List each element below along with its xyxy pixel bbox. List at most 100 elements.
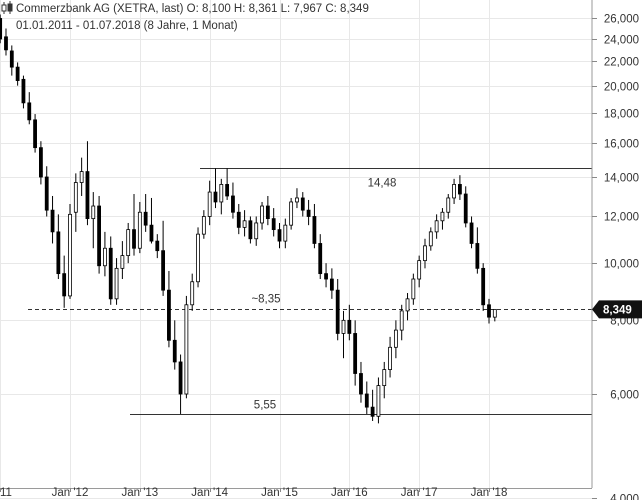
candle-body [487,304,491,318]
candle [469,216,474,249]
candle-body [254,222,259,240]
candle [85,141,90,226]
candle [254,216,259,246]
candle-body [161,250,166,291]
candle-body [440,211,445,222]
candle [463,186,468,228]
candle [405,293,410,321]
y-tick-label: 10,000 [604,259,639,271]
candle [155,234,160,259]
candle [225,168,230,200]
candle-body [475,243,480,269]
candle-body [428,231,433,247]
candle-body [341,319,346,334]
candles [0,14,497,424]
y-tick-label: 26,000 [604,14,639,26]
candle [329,268,334,299]
candle [347,304,352,341]
candle [423,238,427,269]
chart-title: Commerzbank AG (XETRA, last) O: 8,100 H:… [16,3,369,15]
candle [411,273,416,305]
candle-body [248,220,253,240]
candle-body [463,193,468,224]
candle [376,377,381,424]
candle [440,208,445,230]
candle [487,298,491,324]
candle-body [417,260,422,280]
candle [114,258,119,305]
candle-body [196,233,200,283]
candle-body [103,247,107,267]
candle-body [114,267,119,300]
y-tick-label: 12,000 [604,212,639,224]
candle [242,210,247,237]
candle [161,220,166,296]
x-tick-label: Jan '14 [191,487,228,499]
candle-body [21,78,26,104]
candle-body [388,346,392,370]
candle [21,75,26,109]
candle-body [44,176,49,211]
candle-body [359,373,363,395]
x-tick-label: Jan '13 [121,487,158,499]
candle-body [271,218,276,231]
candle [289,197,294,230]
candle-body [219,184,224,203]
candle [50,195,55,244]
annotation-label: 14,48 [368,178,397,190]
candle [475,227,480,274]
candle-body [201,216,206,235]
candle-body [4,36,8,51]
candle-body [120,255,125,269]
x-tick-label: Jan '12 [52,487,89,499]
annotation-label: ~8,35 [251,294,280,306]
candle-body [79,171,84,183]
candle [428,227,433,251]
candle-body [236,211,241,228]
annotation-label: 5,55 [254,400,276,412]
candle [265,195,270,226]
candle-body [68,213,72,297]
candle-body [283,224,288,242]
candle-body [324,273,328,280]
candle [132,194,136,256]
candle [126,222,131,264]
y-tick-label: 8,000 [610,316,639,328]
candle [446,194,451,219]
candle-body [213,191,218,203]
candle [73,173,78,232]
candle [201,210,206,239]
candle [382,361,387,399]
candle [295,188,299,209]
candle [318,234,323,280]
annotations: 14,48 ~8,35 5,55 [28,168,592,415]
y-tick-label: 18,000 [604,109,639,121]
candle-body [300,197,305,211]
candle [271,208,276,237]
candle [39,141,43,185]
x-tick-label: Jan '15 [261,487,298,499]
candle [364,381,369,414]
candle-body [50,209,55,233]
candle-body [434,220,439,233]
candle-body [126,229,131,257]
candle [97,195,101,274]
candle-body [423,245,427,262]
candle-body [155,240,160,252]
candle-body [335,289,340,334]
candle-body [9,50,14,68]
candle-body [225,184,230,197]
candle-body [231,195,235,213]
candle [231,182,235,219]
candle [312,203,317,249]
candle-body [364,393,369,408]
candle-body [184,304,189,395]
candle [434,214,439,239]
candle [4,28,8,56]
y-tick-label: 6,000 [610,390,639,402]
current-price-label: 8,349 [603,304,632,316]
candle [27,92,32,125]
candle-body [178,361,183,395]
